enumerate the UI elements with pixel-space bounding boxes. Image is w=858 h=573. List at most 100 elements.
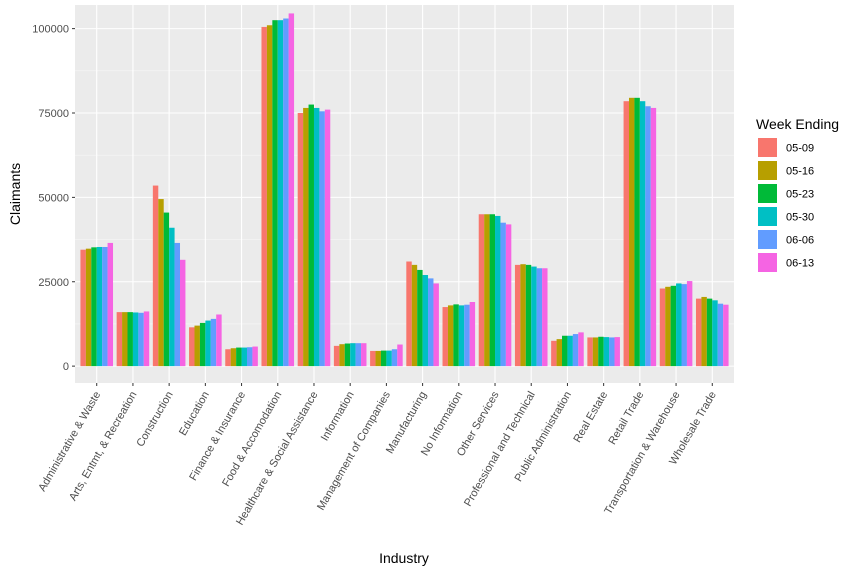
bar: [283, 18, 289, 367]
bar: [297, 113, 304, 367]
bar: [132, 312, 139, 367]
bar: [603, 337, 610, 367]
bar: [592, 337, 599, 367]
bar: [695, 298, 702, 367]
bar: [634, 97, 640, 367]
bar: [422, 275, 429, 367]
bar: [598, 336, 604, 367]
bar: [458, 305, 465, 367]
bar: [469, 302, 476, 367]
bar: [442, 307, 448, 367]
legend-key: [758, 184, 777, 203]
bar: [587, 337, 593, 367]
bar: [225, 349, 231, 367]
bar: [676, 283, 682, 367]
bar: [236, 347, 242, 367]
bar: [303, 107, 309, 367]
x-tick-label: Information: [319, 390, 357, 444]
bar: [723, 304, 729, 367]
bar: [505, 224, 512, 367]
bar: [199, 322, 206, 367]
bar: [397, 344, 403, 367]
bar: [85, 248, 92, 367]
bar: [484, 214, 490, 367]
bar: [116, 312, 123, 367]
bar: [189, 327, 195, 367]
bar: [91, 247, 97, 367]
bar: [417, 269, 423, 367]
bar: [174, 242, 181, 367]
legend-label: 05-30: [786, 212, 814, 224]
bar: [205, 320, 211, 367]
legend-key: [758, 207, 777, 226]
legend-key: [758, 230, 777, 249]
bar: [665, 286, 671, 367]
y-axis-title: Claimants: [7, 163, 23, 225]
y-tick-label: 25000: [38, 277, 69, 289]
bar: [386, 350, 392, 367]
bar: [514, 264, 521, 367]
bar: [355, 343, 362, 367]
legend-key: [758, 253, 777, 272]
bar: [433, 283, 439, 367]
x-tick-label: Construction: [134, 390, 175, 449]
bar: [567, 335, 573, 367]
bar: [344, 343, 351, 367]
legend-label: 05-23: [786, 189, 814, 201]
bar: [536, 268, 543, 367]
bar: [500, 222, 506, 367]
bar: [313, 107, 320, 367]
bar: [681, 284, 687, 367]
x-tick-label: Professional and Technical: [462, 390, 538, 509]
bar: [572, 334, 579, 367]
bar: [447, 305, 454, 367]
x-tick-label: Administrative & Waste: [36, 390, 103, 494]
bar: [717, 303, 724, 367]
bar: [350, 343, 356, 367]
bar: [216, 314, 222, 367]
bar: [122, 312, 128, 367]
legend-title: Week Ending: [756, 116, 839, 132]
y-tick-label: 50000: [38, 192, 69, 204]
bar: [107, 242, 114, 367]
bar: [701, 296, 707, 367]
bar: [138, 312, 144, 367]
legend-label: 05-16: [786, 166, 814, 178]
bar: [152, 185, 159, 367]
bar: [194, 325, 200, 367]
bar: [542, 268, 548, 367]
bar: [319, 111, 325, 367]
x-tick-label: Retail Trade: [606, 390, 646, 447]
bar: [645, 106, 651, 367]
y-axis-ticks: 0 25000 50000 75000 100000: [32, 24, 75, 373]
bar: [370, 350, 376, 367]
bar: [623, 101, 629, 367]
bar: [562, 335, 568, 367]
legend-label: 06-06: [786, 235, 814, 247]
legend-label: 05-09: [786, 143, 814, 155]
bar: [324, 109, 331, 367]
bar: [252, 346, 258, 367]
bar: [609, 337, 615, 367]
bar: [230, 348, 237, 367]
bar: [261, 26, 267, 367]
bar: [712, 300, 718, 367]
bar: [143, 311, 150, 367]
bar: [706, 298, 713, 367]
bar: [180, 259, 186, 367]
bar: [670, 285, 677, 367]
bar: [169, 227, 175, 367]
bar: [406, 261, 412, 367]
bar: [210, 318, 217, 367]
bar: [361, 343, 367, 367]
bar: [628, 97, 635, 367]
bar: [650, 107, 657, 367]
bar: [308, 104, 314, 367]
bar: [520, 264, 526, 367]
y-tick-label: 0: [63, 361, 69, 373]
bar: [380, 350, 387, 367]
bar: [391, 349, 398, 367]
bar: [158, 199, 164, 367]
bar: [531, 266, 537, 367]
